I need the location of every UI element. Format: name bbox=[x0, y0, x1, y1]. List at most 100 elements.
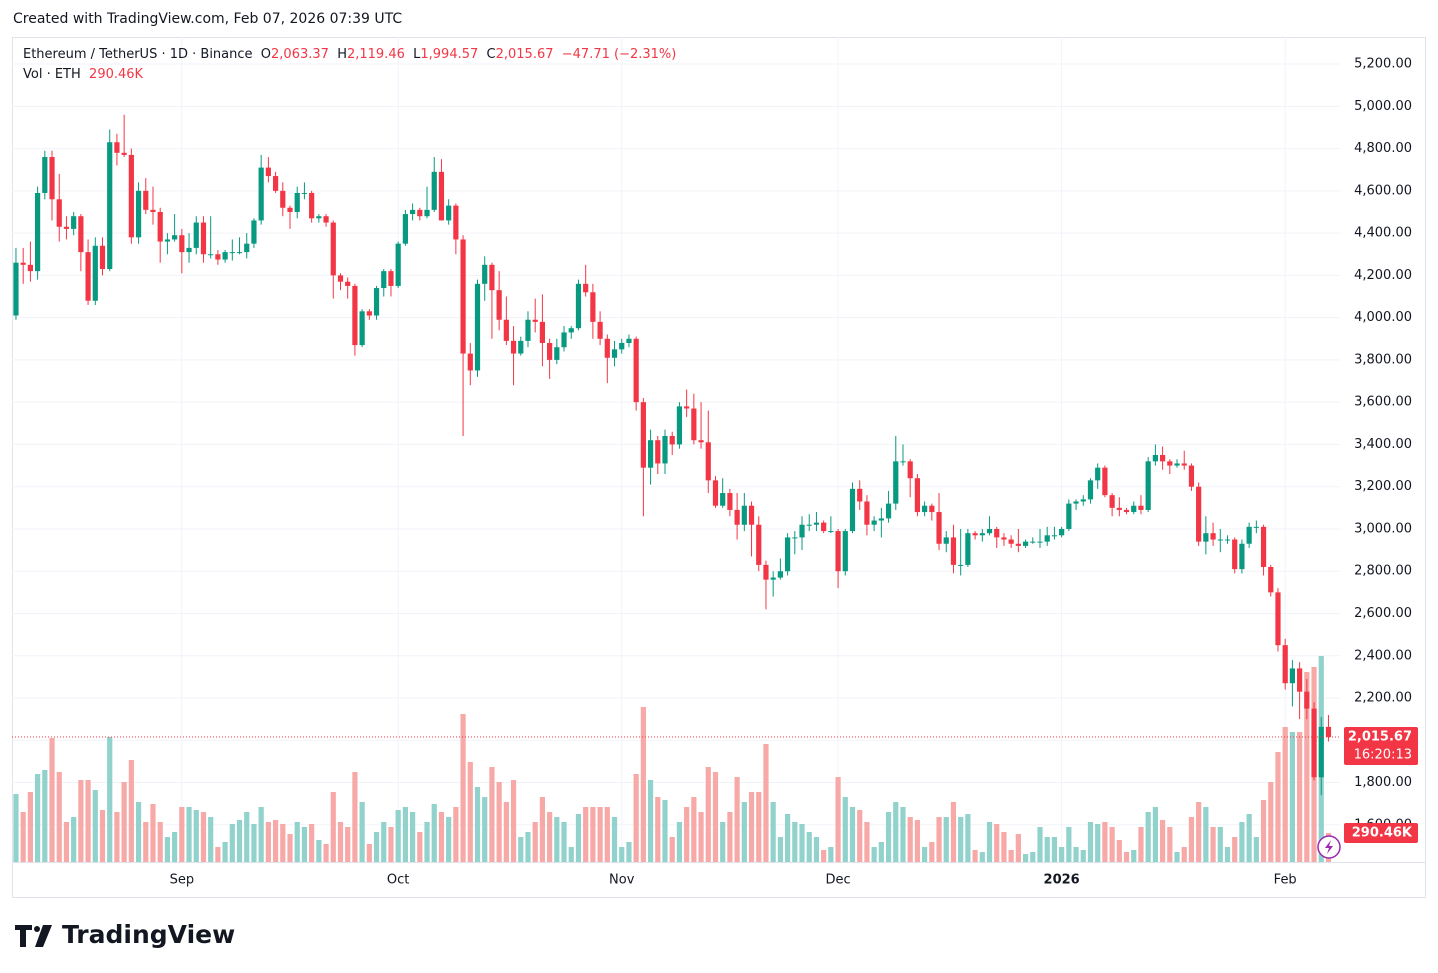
candle-body bbox=[828, 531, 834, 533]
volume-bar bbox=[698, 812, 704, 862]
candle-body bbox=[71, 216, 77, 229]
volume-bar bbox=[720, 822, 726, 862]
candle-body bbox=[792, 537, 798, 539]
candle-body bbox=[929, 505, 935, 513]
volume-bar bbox=[431, 804, 437, 862]
candle-body bbox=[619, 342, 625, 350]
volume-bar bbox=[107, 737, 113, 862]
volume-bar bbox=[453, 807, 459, 862]
volume-bar bbox=[1095, 824, 1101, 862]
y-tick-label: 4,200.00 bbox=[1354, 268, 1412, 283]
volume-bar bbox=[864, 822, 870, 862]
volume-bar bbox=[885, 812, 892, 862]
volume-bar bbox=[1289, 732, 1296, 862]
last-volume-box bbox=[1344, 822, 1418, 843]
volume-bar bbox=[900, 807, 906, 862]
candle-body bbox=[1095, 467, 1101, 481]
candle-body bbox=[1051, 535, 1058, 537]
candle-body bbox=[720, 493, 726, 506]
candle-body bbox=[568, 328, 574, 333]
volume-bar bbox=[1015, 834, 1021, 862]
volume-value: 290.46K bbox=[89, 67, 144, 82]
candle-body bbox=[1318, 726, 1324, 778]
volume-pane bbox=[13, 656, 1332, 862]
candle-body bbox=[986, 528, 993, 534]
candle-body bbox=[842, 531, 848, 572]
candle-body bbox=[1073, 501, 1079, 504]
candle-body bbox=[114, 142, 120, 153]
candle-body bbox=[200, 222, 207, 255]
candle-body bbox=[78, 216, 84, 253]
candle-body bbox=[1297, 668, 1303, 692]
volume-bar bbox=[42, 770, 48, 862]
candle-body bbox=[1022, 541, 1029, 546]
volume-bar bbox=[1217, 827, 1223, 862]
candle-body bbox=[1246, 526, 1252, 544]
legend: Ethereum / TetherUS · 1D · Binance O2,06… bbox=[23, 45, 676, 85]
candle-body bbox=[1008, 539, 1014, 544]
candle-body bbox=[56, 199, 62, 227]
x-tick-label: Nov bbox=[609, 873, 635, 888]
quick-icon[interactable] bbox=[1317, 835, 1341, 859]
candle-body bbox=[871, 520, 877, 525]
volume-bar bbox=[49, 738, 55, 862]
y-tick-label: 2,800.00 bbox=[1354, 564, 1412, 579]
volume-legend: Vol · ETH 290.46K bbox=[23, 65, 676, 85]
volume-bar bbox=[1260, 800, 1267, 862]
candle-body bbox=[179, 235, 185, 253]
volume-bar bbox=[547, 812, 553, 862]
volume-bar bbox=[922, 847, 928, 862]
candle-body bbox=[943, 537, 949, 544]
volume-bar bbox=[611, 817, 618, 862]
volume-bar bbox=[914, 820, 921, 862]
candle-body bbox=[49, 157, 55, 200]
y-tick-label: 5,000.00 bbox=[1354, 99, 1412, 114]
volume-bar bbox=[510, 780, 517, 862]
candle-body bbox=[1311, 708, 1317, 778]
volume-bar bbox=[1224, 847, 1231, 862]
candle-body bbox=[42, 157, 48, 193]
candle-body bbox=[1116, 507, 1122, 510]
volume-bar bbox=[525, 832, 531, 862]
candle-body bbox=[583, 283, 589, 293]
volume-bar bbox=[979, 852, 985, 862]
candle-body bbox=[1138, 505, 1144, 510]
candle-body bbox=[1001, 537, 1007, 540]
candle-body bbox=[604, 338, 610, 358]
volume-bar bbox=[1196, 802, 1202, 862]
volume-bar bbox=[799, 824, 805, 862]
y-tick-label: 3,600.00 bbox=[1354, 395, 1412, 410]
volume-bar bbox=[150, 804, 156, 862]
candle-body bbox=[640, 402, 646, 468]
volume-bar bbox=[1275, 752, 1281, 862]
candle-body bbox=[712, 480, 719, 506]
volume-bar bbox=[345, 827, 351, 862]
candle-body bbox=[431, 171, 437, 210]
candle-body bbox=[20, 262, 26, 265]
candle-body bbox=[518, 340, 524, 354]
grid bbox=[12, 37, 1340, 862]
volume-bar bbox=[741, 802, 747, 862]
volume-bar bbox=[409, 812, 416, 862]
candle-body bbox=[900, 461, 906, 463]
candle-body bbox=[474, 283, 481, 371]
candle-body bbox=[510, 340, 517, 354]
candle-body bbox=[950, 537, 957, 565]
candle-body bbox=[1325, 726, 1332, 737]
candle-body bbox=[229, 252, 235, 254]
candle-body bbox=[914, 478, 921, 513]
volume-bar bbox=[561, 822, 567, 862]
volume-bar bbox=[1073, 847, 1079, 862]
volume-bar bbox=[568, 847, 574, 862]
volume-bar bbox=[438, 812, 445, 862]
candle-body bbox=[1087, 480, 1094, 500]
candle-body bbox=[35, 192, 41, 272]
y-tick-label: 4,600.00 bbox=[1354, 183, 1412, 198]
candle-body bbox=[1145, 461, 1151, 510]
candle-body bbox=[965, 533, 971, 565]
candle-body bbox=[994, 528, 1000, 538]
candle-body bbox=[1210, 533, 1216, 540]
volume-bar bbox=[200, 812, 207, 862]
candle-body bbox=[1015, 543, 1021, 546]
volume-bar bbox=[655, 797, 661, 862]
